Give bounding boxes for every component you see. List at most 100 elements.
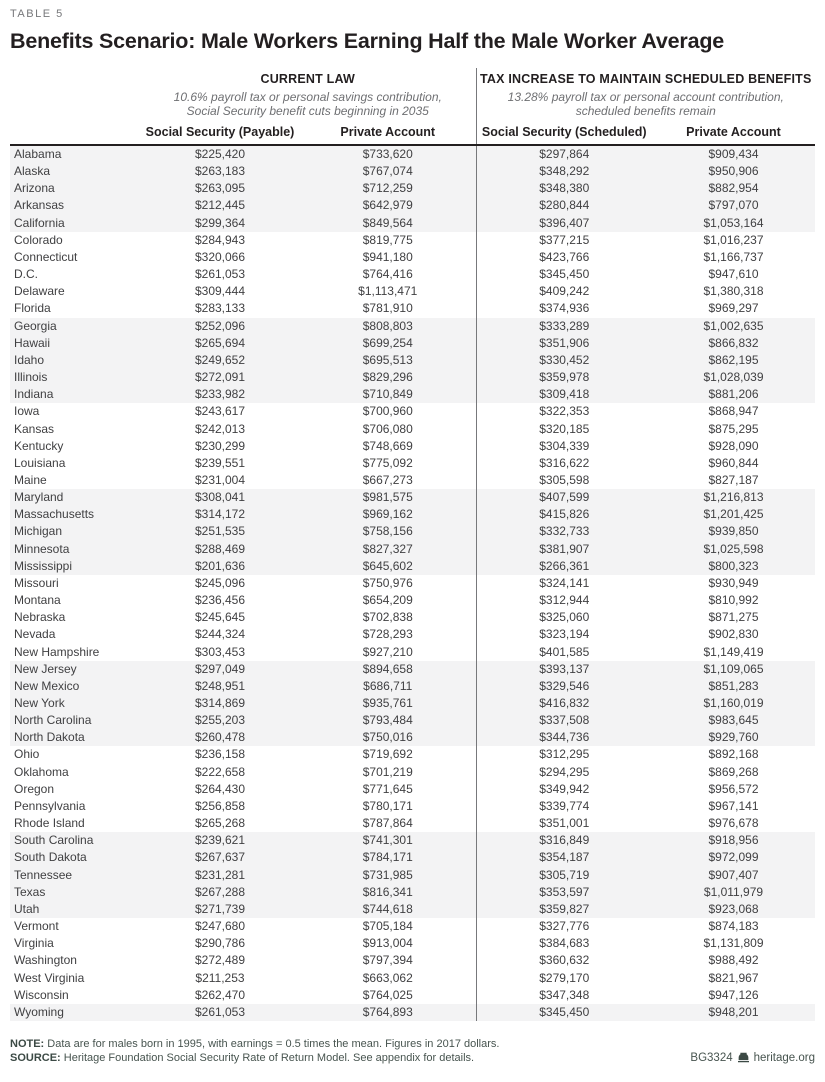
value-cell: $347,348 — [475, 986, 652, 1004]
note-line: NOTE: Data are for males born in 1995, w… — [10, 1037, 815, 1051]
value-cell: $972,099 — [652, 849, 815, 867]
value-cell: $868,947 — [708, 404, 759, 419]
state-cell: Washington — [14, 953, 77, 968]
table-body: Alabama $225,420 $733,620 $297,864 $909,434 A… — [10, 145, 815, 1021]
table-row: Minnesota $288,469 $827,327 $381,907 $1,025,… — [10, 540, 815, 558]
value-cell: $869,268 — [708, 764, 759, 779]
value-cell: $728,293 — [362, 627, 413, 642]
state-column-spacer — [10, 89, 140, 125]
value-cell: $244,324 — [194, 627, 246, 642]
value-cell: $248,951 — [140, 677, 300, 695]
value-cell: $913,004 — [362, 936, 413, 951]
value-cell: $416,832 — [475, 695, 652, 713]
value-cell: $939,850 — [652, 523, 815, 541]
value-cell: $309,418 — [475, 386, 652, 404]
value-cell: $384,683 — [475, 935, 652, 953]
value-cell: $764,416 — [362, 267, 413, 282]
table-row: Oklahoma $222,658 $701,219 $294,295 $869,268 — [10, 763, 815, 781]
value-cell: $312,944 — [475, 592, 652, 610]
value-cell: $827,327 — [300, 540, 476, 558]
table-row: Vermont $247,680 $705,184 $327,776 $874,183 — [10, 918, 815, 936]
value-cell: $654,209 — [362, 593, 413, 608]
table-row: Nebraska $245,645 $702,838 $325,060 $871,275 — [10, 609, 815, 627]
value-cell: $262,470 — [194, 987, 246, 1002]
value-cell: $316,622 — [475, 454, 652, 472]
value-cell: $320,185 — [475, 420, 652, 438]
value-cell: $1,131,809 — [703, 936, 764, 951]
group-subtitle-row: 10.6% payroll tax or personal savings co… — [10, 89, 815, 125]
value-cell: $810,992 — [708, 593, 759, 608]
value-cell: $750,976 — [362, 575, 413, 590]
value-cell: $294,295 — [475, 763, 652, 781]
table-row: West Virginia $211,253 $663,062 $279,170 $82… — [10, 969, 815, 987]
value-cell: $976,678 — [708, 816, 759, 831]
state-cell: North Dakota — [10, 729, 140, 747]
value-cell: $851,283 — [652, 677, 815, 695]
value-cell: $642,979 — [300, 197, 476, 215]
value-cell: $304,339 — [475, 437, 652, 455]
value-cell: $748,669 — [362, 438, 413, 453]
state-cell: Utah — [10, 900, 140, 919]
state-cell: Alaska — [10, 163, 140, 181]
value-cell: $816,341 — [300, 883, 476, 901]
value-cell: $377,215 — [475, 231, 652, 249]
table-row: Mississippi $201,636 $645,602 $266,361 $800,… — [10, 557, 815, 575]
value-cell: $332,733 — [475, 523, 652, 541]
state-cell: Tennessee — [10, 866, 140, 884]
value-cell: $750,016 — [300, 729, 476, 747]
state-cell: California — [10, 214, 140, 232]
current-law-subtitle-line1: 10.6% payroll tax or personal savings co… — [173, 90, 442, 104]
table-number-label: TABLE 5 — [10, 8, 64, 20]
document-id: BG3324 — [690, 1052, 733, 1065]
value-cell: $272,489 — [194, 953, 246, 968]
value-cell: $829,296 — [300, 369, 476, 387]
state-cell: Louisiana — [14, 455, 66, 470]
value-cell: $700,960 — [362, 404, 413, 419]
value-cell: $354,187 — [475, 849, 652, 867]
value-cell: $261,053 — [140, 1003, 300, 1021]
state-cell: Virginia — [14, 936, 54, 951]
column-header-ss-scheduled: Social Security (Scheduled) — [475, 125, 652, 146]
value-cell: $256,858 — [194, 798, 246, 813]
value-cell: $280,844 — [475, 197, 652, 215]
value-cell: $706,080 — [362, 421, 413, 436]
state-column-header — [10, 125, 140, 146]
table-row: Washington $272,489 $797,394 $360,632 $988,4… — [10, 952, 815, 970]
source-label: SOURCE: — [10, 1052, 61, 1065]
value-cell: $251,535 — [140, 523, 300, 541]
state-cell: New Mexico — [10, 677, 140, 695]
value-cell: $230,299 — [194, 438, 246, 453]
value-cell: $314,869 — [140, 695, 300, 713]
table-row: Georgia $252,096 $808,803 $333,289 $1,002,63… — [10, 317, 815, 335]
state-column-spacer — [10, 68, 140, 89]
table-row: Massachusetts $314,172 $969,162 $415,826 $1,… — [10, 506, 815, 524]
state-cell: Alabama — [10, 145, 140, 164]
value-cell: $381,907 — [475, 540, 652, 558]
value-cell: $1,028,039 — [652, 369, 815, 387]
table-row: New Hampshire $303,453 $927,210 $401,585 $1,… — [10, 643, 815, 661]
table-row: Michigan $251,535 $758,156 $332,733 $939,850 — [10, 523, 815, 541]
table-row: Ohio $236,158 $719,692 $312,295 $892,168 — [10, 746, 815, 764]
value-cell: $263,095 — [140, 180, 300, 198]
state-cell: Idaho — [10, 351, 140, 370]
value-cell: $881,206 — [652, 386, 815, 404]
table-row: Utah $271,739 $744,618 $359,827 $923,068 — [10, 900, 815, 919]
state-cell: Montana — [14, 593, 61, 608]
value-cell: $236,456 — [194, 593, 246, 608]
table-row: Arizona $263,095 $712,259 $348,380 $882,954 — [10, 180, 815, 198]
heritage-bell-icon — [737, 1052, 749, 1067]
value-cell: $1,160,019 — [652, 695, 815, 713]
value-cell: $819,775 — [362, 232, 413, 247]
value-cell: $324,141 — [475, 574, 652, 593]
table-row: Kentucky $230,299 $748,669 $304,339 $928,090 — [10, 437, 815, 455]
state-cell: South Carolina — [10, 832, 140, 850]
value-cell: $297,864 — [475, 145, 652, 164]
value-cell: $929,760 — [652, 729, 815, 747]
value-cell: $981,575 — [300, 489, 476, 507]
value-cell: $201,636 — [140, 557, 300, 575]
value-cell: $927,210 — [362, 644, 413, 659]
table-row: Montana $236,456 $654,209 $312,944 $810,992 — [10, 592, 815, 610]
value-cell: $871,275 — [708, 610, 759, 625]
state-cell: New York — [10, 695, 140, 713]
value-cell: $1,016,237 — [703, 232, 764, 247]
